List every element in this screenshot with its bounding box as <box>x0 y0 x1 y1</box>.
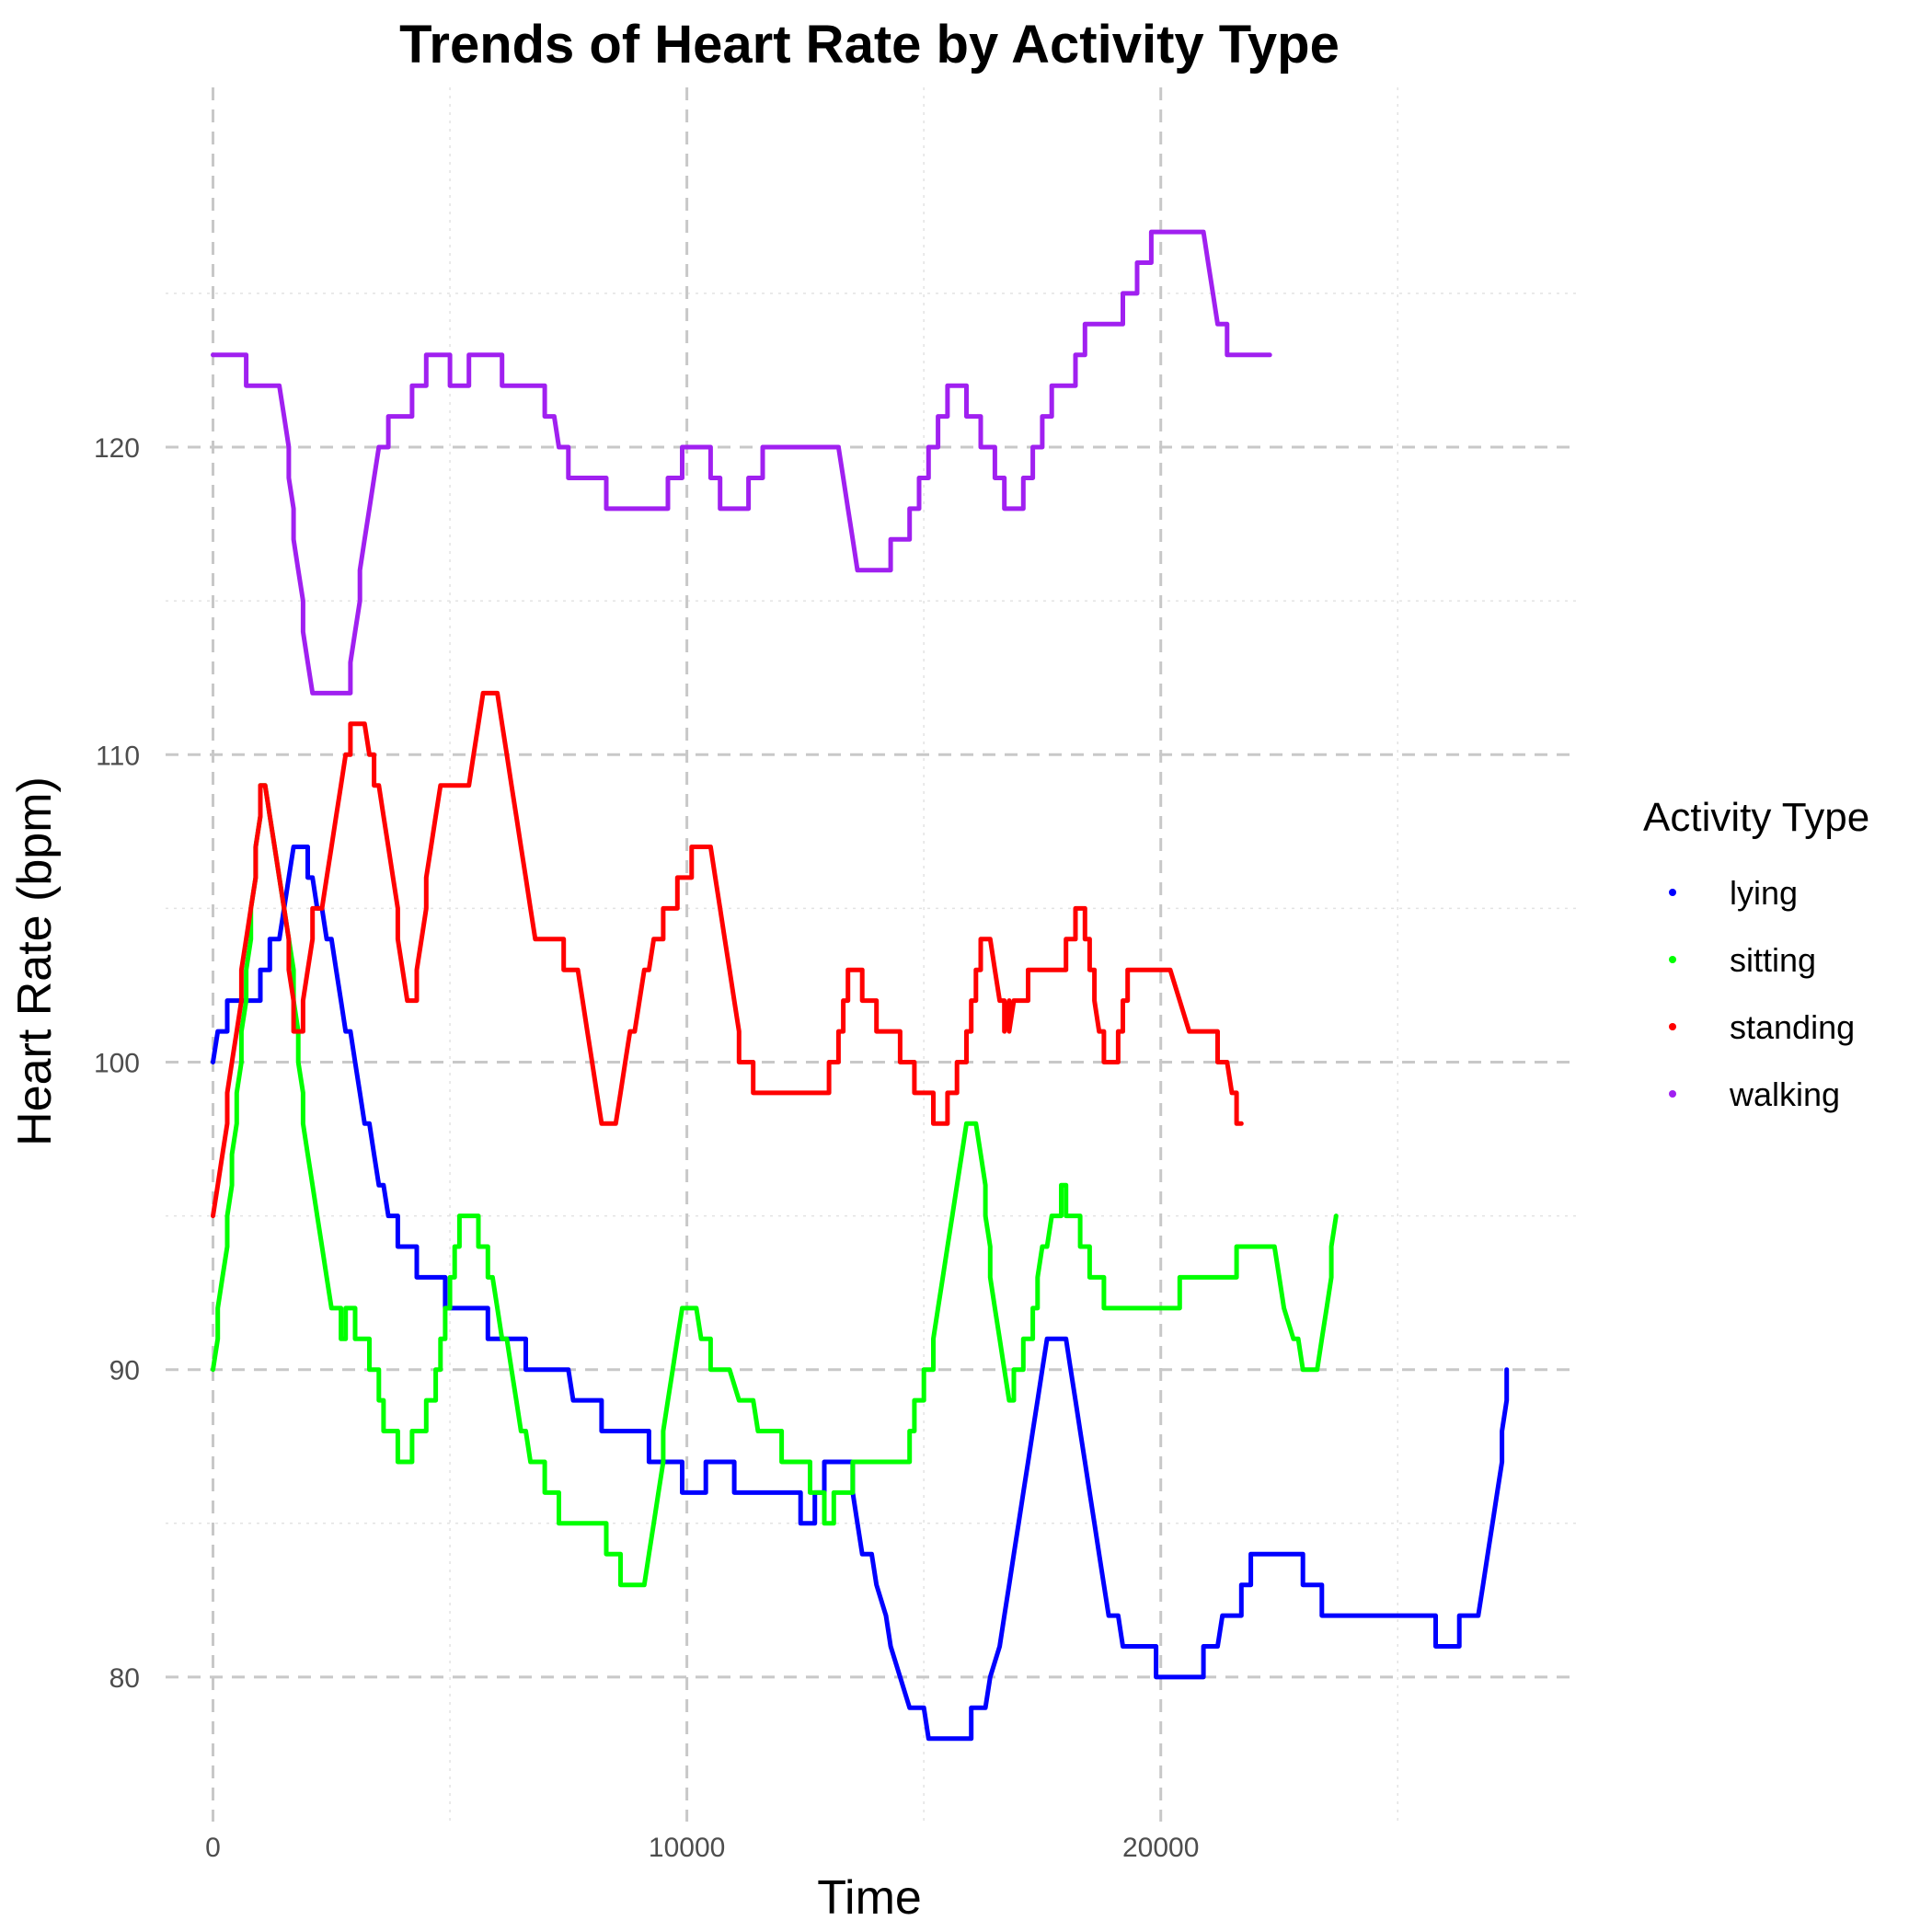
legend-key-standing <box>1669 1023 1676 1030</box>
legend-label-walking: walking <box>1729 1075 1840 1113</box>
legend-label-sitting: sitting <box>1730 941 1816 979</box>
y-tick-label: 80 <box>109 1663 140 1694</box>
series-line-lying <box>211 845 1510 1742</box>
series-line-walking <box>211 229 1272 696</box>
legend-label-standing: standing <box>1730 1008 1855 1046</box>
y-tick-label: 120 <box>94 433 140 464</box>
series-line-sitting <box>211 783 1339 1588</box>
series-layer <box>211 229 1510 1742</box>
x-axis-title: Time <box>817 1871 922 1925</box>
chart-title: Trends of Heart Rate by Activity Type <box>399 15 1340 75</box>
x-axis-ticks: 0 10000 20000 <box>205 1833 1199 1863</box>
series-line-standing <box>211 690 1244 1219</box>
y-axis-title: Heart Rate (bpm) <box>8 776 62 1146</box>
y-tick-label: 110 <box>96 741 140 771</box>
legend-key-lying <box>1669 889 1676 896</box>
legend: Activity Type lying sitting standing walkin… <box>1643 795 1869 1113</box>
legend-title: Activity Type <box>1643 795 1869 840</box>
x-tick-label: 0 <box>205 1833 221 1863</box>
x-tick-label: 20000 <box>1122 1833 1199 1863</box>
grid <box>166 87 1578 1822</box>
legend-key-sitting <box>1669 956 1676 963</box>
legend-label-lying: lying <box>1730 874 1798 912</box>
legend-key-walking <box>1669 1090 1676 1098</box>
x-tick-label: 10000 <box>649 1833 725 1863</box>
y-axis-ticks: 80 90 100 110 120 <box>94 433 140 1694</box>
y-tick-label: 90 <box>109 1356 140 1386</box>
y-tick-label: 100 <box>94 1048 140 1078</box>
